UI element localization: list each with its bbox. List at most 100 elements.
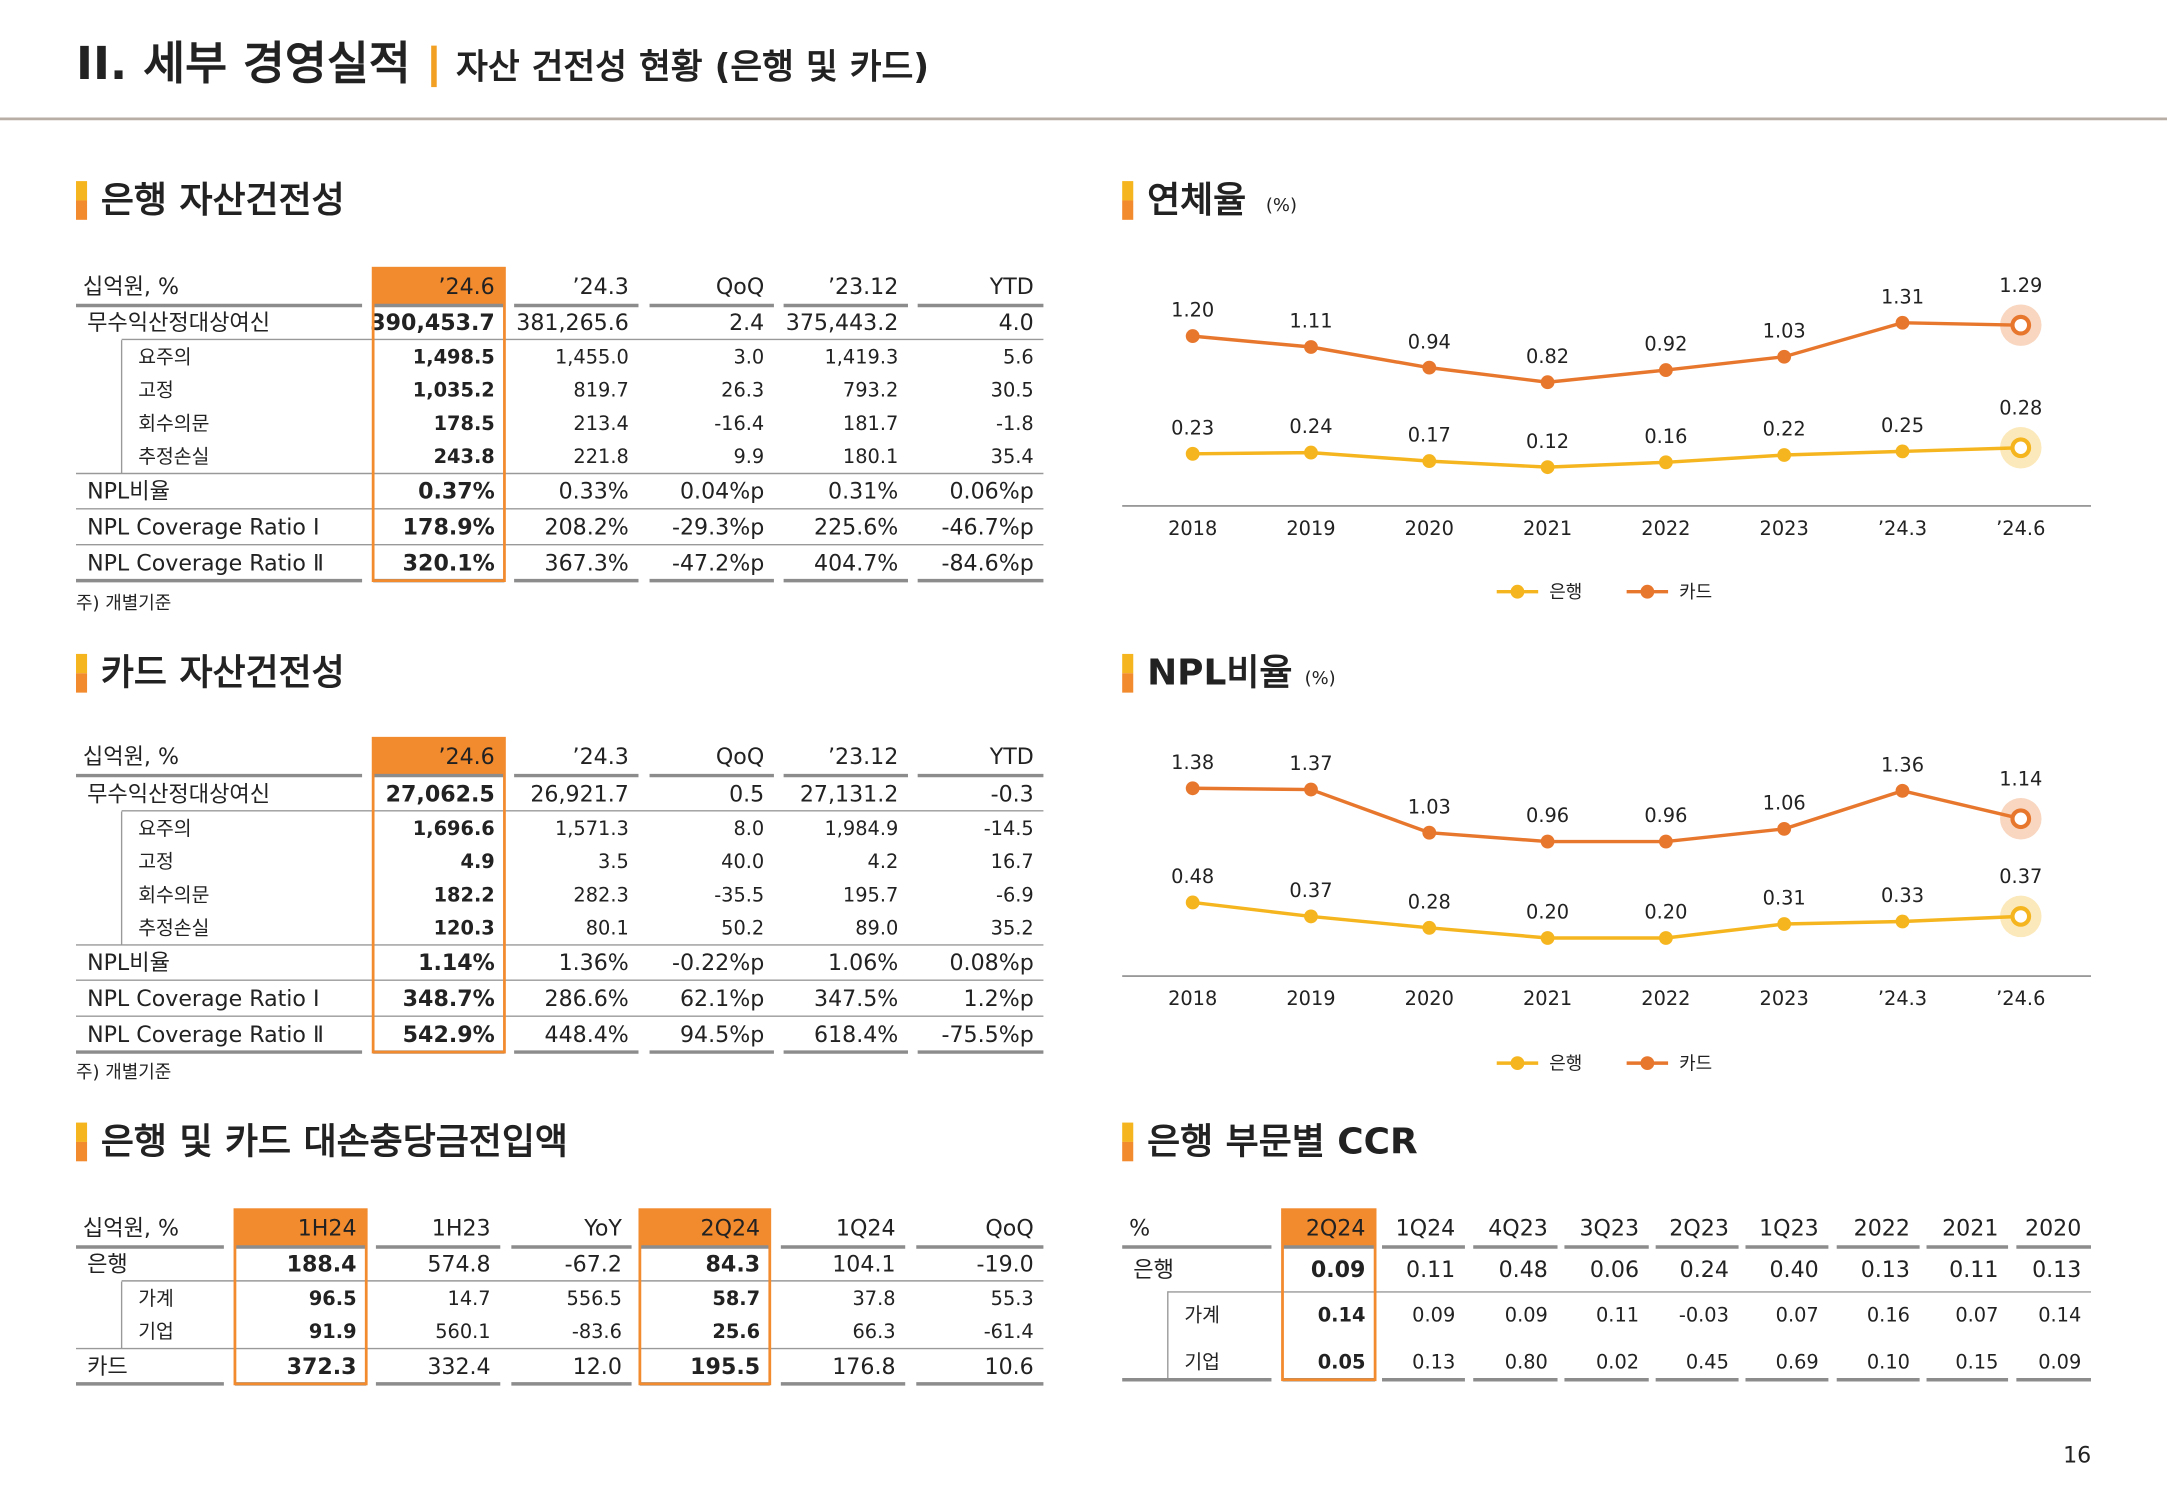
cell: 348.7% xyxy=(403,986,495,1012)
column-header: ’24.3 xyxy=(573,744,629,770)
cell: 0.05 xyxy=(1318,1351,1366,1374)
cell: -83.6 xyxy=(572,1320,622,1343)
cell: 1,571.3 xyxy=(555,817,629,840)
cell: 91.9 xyxy=(309,1320,357,1343)
cell: 381,265.6 xyxy=(516,310,629,336)
cell: 347.5% xyxy=(814,986,898,1012)
value-label: 1.03 xyxy=(1408,795,1451,818)
row-label: NPL비율 xyxy=(87,479,170,505)
title-icon-bottom xyxy=(76,1141,88,1162)
title-icon-top xyxy=(1122,181,1134,201)
cell: 793.2 xyxy=(843,379,898,402)
cell: 320.1% xyxy=(403,551,495,577)
cell: 448.4% xyxy=(545,1022,629,1048)
cell: 188.4 xyxy=(287,1251,357,1277)
cell: 62.1%p xyxy=(680,986,764,1012)
sub-row-label: 가계 xyxy=(138,1287,174,1310)
point xyxy=(1304,909,1318,924)
point xyxy=(1895,783,1910,798)
point xyxy=(1185,446,1200,461)
cell: 195.5 xyxy=(690,1354,760,1380)
column-header: 십억원, % xyxy=(83,1216,179,1242)
point xyxy=(1540,931,1555,945)
value-label: 1.20 xyxy=(1171,299,1214,322)
value-label: 0.16 xyxy=(1644,425,1687,448)
column-header: YoY xyxy=(583,1216,622,1242)
cell: 3.5 xyxy=(598,850,629,873)
cell: 556.5 xyxy=(567,1287,622,1310)
value-label: 0.22 xyxy=(1763,418,1806,441)
column-header: 1H24 xyxy=(298,1216,357,1242)
sub-row-label: 고정 xyxy=(138,850,174,873)
sub-row-label: 기업 xyxy=(138,1320,174,1343)
value-label: 0.17 xyxy=(1408,424,1451,447)
cell: 0.10 xyxy=(1867,1351,1910,1374)
x-tick-label: 2020 xyxy=(1405,987,1454,1010)
point xyxy=(1422,920,1437,935)
highlight-column xyxy=(1281,1208,1377,1382)
page-subtitle: 자산 건전성 현황 (은행 및 카드) xyxy=(456,48,929,88)
row-label: NPL Coverage Ratio Ⅱ xyxy=(87,1022,324,1048)
title-icon-bottom xyxy=(1122,200,1134,220)
cell: 182.2 xyxy=(434,883,495,906)
legend-marker xyxy=(1510,584,1525,599)
highlight-header xyxy=(373,268,505,305)
point xyxy=(1185,329,1200,344)
highlight-header xyxy=(373,738,505,775)
section-title: 은행 자산건전성 xyxy=(101,180,345,221)
value-label: 0.37 xyxy=(1999,865,2042,888)
cell: 0.16 xyxy=(1867,1304,1910,1327)
series-line xyxy=(1192,446,2021,469)
column-header: 2021 xyxy=(1942,1216,1998,1242)
point xyxy=(1777,917,1792,931)
table-note: 주) 개별기준 xyxy=(76,593,171,614)
cell: 0.14 xyxy=(2038,1304,2081,1327)
value-label: 0.96 xyxy=(1644,804,1687,827)
x-tick-label: 2023 xyxy=(1760,987,1809,1010)
legend-marker xyxy=(1640,1056,1655,1071)
cell: 1,035.2 xyxy=(413,379,495,402)
sub-row-label: 가계 xyxy=(1184,1304,1220,1327)
section-title: 카드 자산건전성 xyxy=(101,653,345,694)
cell: 0.07 xyxy=(1955,1304,1998,1327)
cell: 0.13 xyxy=(1412,1351,1455,1374)
cell: -0.3 xyxy=(991,781,1034,807)
cell: 96.5 xyxy=(309,1287,357,1310)
cell: 243.8 xyxy=(434,445,495,468)
x-tick-label: 2019 xyxy=(1286,987,1335,1010)
value-label: 1.38 xyxy=(1171,751,1214,774)
cell: 26,921.7 xyxy=(530,781,628,807)
value-label: 0.23 xyxy=(1171,416,1214,439)
series-line xyxy=(1192,321,2021,384)
cell: 4.2 xyxy=(868,850,899,873)
cell: 367.3% xyxy=(545,551,629,577)
column-header: QoQ xyxy=(716,274,764,300)
x-tick-label: ’24.3 xyxy=(1878,517,1927,540)
cell: -47.2%p xyxy=(672,551,764,577)
value-label: 0.33 xyxy=(1881,884,1924,907)
cell: 9.9 xyxy=(733,445,764,468)
cell: 1,498.5 xyxy=(413,346,495,369)
cell: 84.3 xyxy=(706,1251,761,1277)
point xyxy=(1422,825,1437,840)
x-tick-label: ’24.6 xyxy=(1996,987,2045,1010)
cell: 225.6% xyxy=(814,515,898,541)
cell: 574.8 xyxy=(427,1251,490,1277)
cell: -14.5 xyxy=(984,817,1034,840)
x-tick-label: 2021 xyxy=(1523,987,1572,1010)
cell: -35.5 xyxy=(714,883,764,906)
cell: 542.9% xyxy=(403,1022,495,1048)
column-header: YTD xyxy=(989,744,1034,770)
cell: -75.5%p xyxy=(942,1022,1034,1048)
cell: 0.31% xyxy=(828,479,898,505)
series-line xyxy=(1192,900,2021,940)
section-title: NPL비율 xyxy=(1147,653,1292,694)
cell: 58.7 xyxy=(712,1287,760,1310)
cell: 208.2% xyxy=(545,515,629,541)
x-tick-label: 2022 xyxy=(1641,517,1690,540)
point xyxy=(1895,444,1910,459)
cell: -16.4 xyxy=(714,412,764,435)
column-header: 1Q23 xyxy=(1759,1216,1819,1242)
x-tick-label: 2019 xyxy=(1286,517,1335,540)
